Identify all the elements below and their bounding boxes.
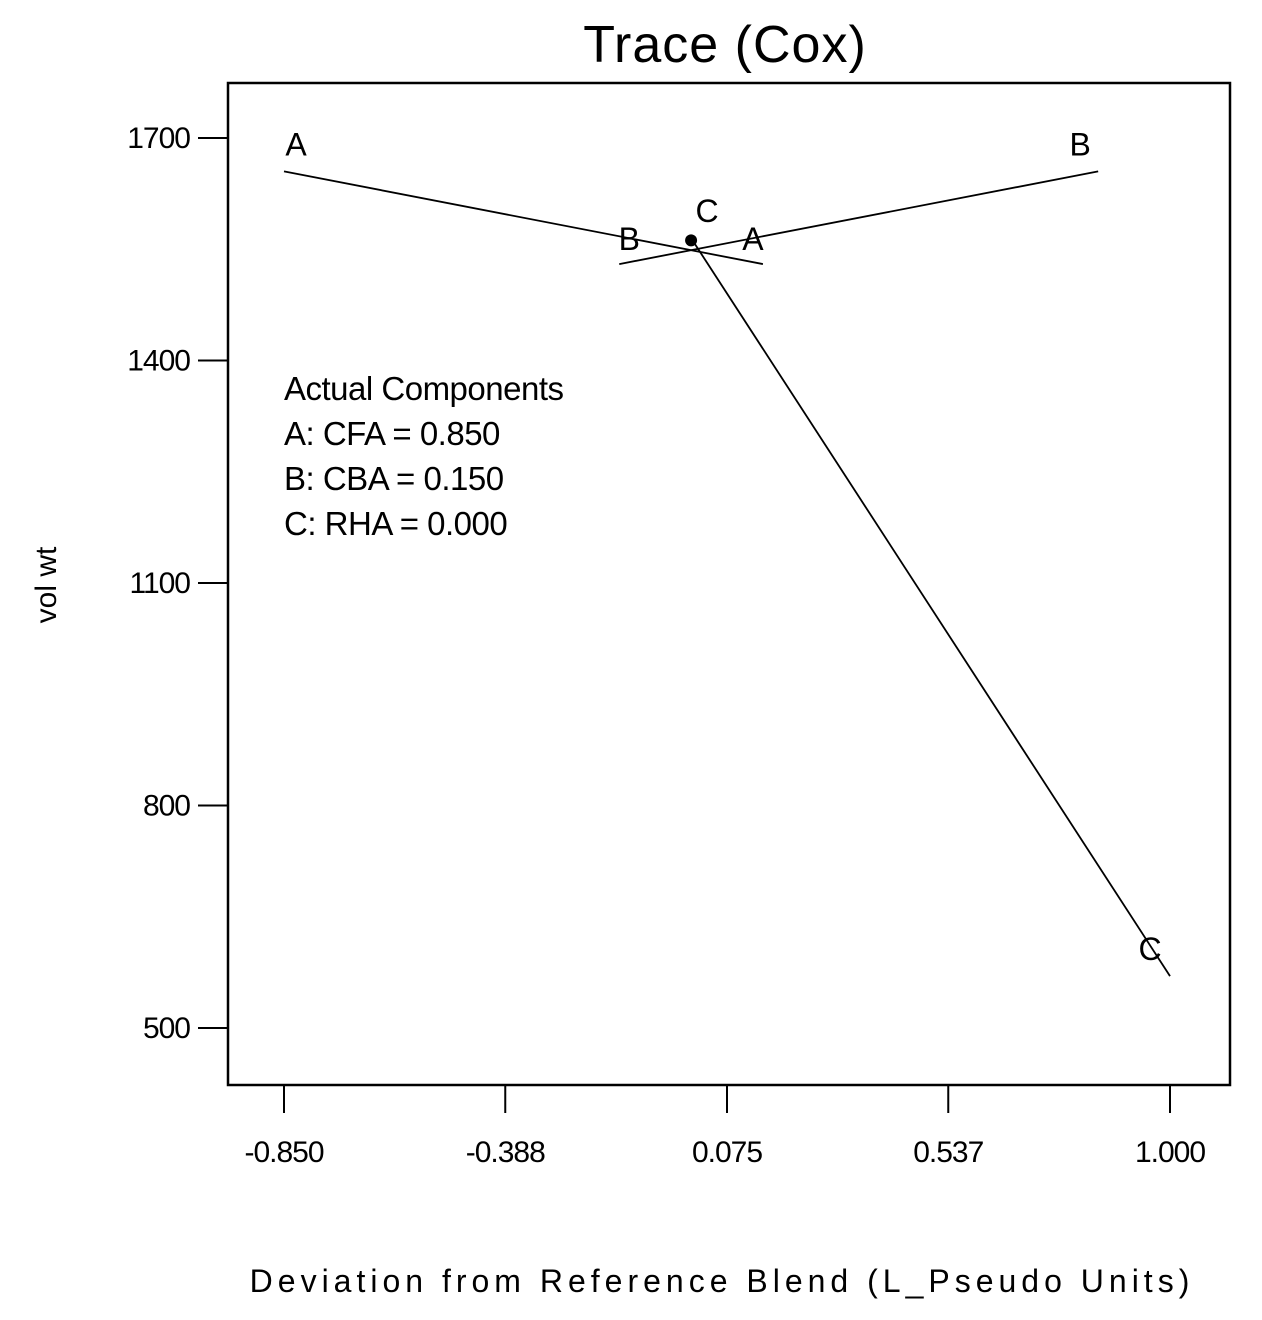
trace-line-b	[619, 170, 1099, 265]
x-tick-label-4: 1.000	[1135, 1136, 1205, 1169]
y-tick-label-4: 500	[143, 1012, 190, 1045]
plot-frame	[226, 81, 1232, 1087]
annotation-line-c: C: RHA = 0.000	[284, 505, 507, 542]
trace-line-c	[690, 237, 1171, 977]
trace-line-a	[283, 170, 764, 265]
y-tick-label-3: 800	[143, 790, 190, 823]
x-tick-label-0: -0.850	[244, 1136, 323, 1169]
y-axis-label: vol wt	[30, 546, 63, 623]
x-axis: -0.850 -0.388 0.075 0.537 1.000	[244, 1085, 1206, 1169]
y-axis: 1700 1400 1100 800 500	[127, 122, 228, 1045]
trace-label-b-end: B	[1069, 126, 1090, 162]
trace-label-a-start: A	[285, 126, 307, 162]
x-tick-label-2: 0.075	[692, 1136, 762, 1169]
trace-label-a-end: A	[742, 221, 764, 257]
y-tick-label-0: 1700	[127, 122, 190, 155]
annotation-line-b: B: CBA = 0.150	[284, 460, 504, 497]
trace-label-c-end: C	[1138, 931, 1161, 967]
trace-label-b-start: B	[619, 221, 640, 257]
trace-label-c-start: C	[696, 193, 719, 229]
annotation-line-a: A: CFA = 0.850	[284, 415, 500, 452]
reference-blend-point	[685, 234, 698, 247]
y-tick-label-2: 1100	[129, 567, 190, 600]
x-tick-label-3: 0.537	[913, 1136, 983, 1169]
components-annotation: Actual Components A: CFA = 0.850 B: CBA …	[284, 370, 564, 542]
chart-title: Trace (Cox)	[583, 16, 867, 74]
y-tick-label-1: 1400	[127, 345, 190, 378]
series-layer: A A B B C C	[283, 126, 1171, 977]
x-tick-label-1: -0.388	[466, 1136, 545, 1169]
annotation-heading: Actual Components	[284, 370, 564, 407]
x-axis-label: Deviation from Reference Blend (L_Pseudo…	[250, 1263, 1195, 1299]
